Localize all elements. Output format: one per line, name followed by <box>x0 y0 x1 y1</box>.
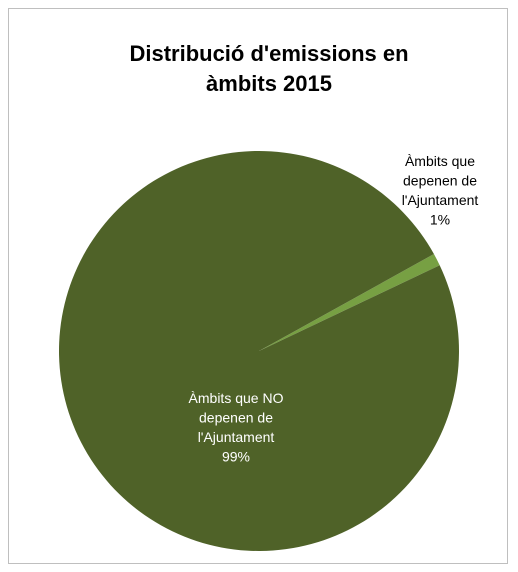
pie-slice-label-1: Àmbits que depenen de l'Ajuntament 1% <box>402 153 479 228</box>
pie-slice-label-line: depenen de <box>403 173 477 189</box>
pie-slice-label-line: depenen de <box>199 410 273 426</box>
pie-slice-label-line: 99% <box>222 449 250 465</box>
pie-slice-label-line: 1% <box>430 212 450 228</box>
pie-slice-2 <box>58 150 459 551</box>
pie-slice-label-line: l'Ajuntament <box>198 429 275 445</box>
pie-slice-label-line: Àmbits que NO <box>189 390 284 406</box>
pie-slice-1 <box>259 254 440 351</box>
pie-slice-label-2: Àmbits que NO depenen de l'Ajuntament 99% <box>189 390 284 465</box>
pie-slice-label-line: Àmbits que <box>405 153 475 169</box>
pie-slice-label-line: l'Ajuntament <box>402 192 479 208</box>
chart-title: Distribució d'emissions en àmbits 2015 <box>129 41 409 96</box>
